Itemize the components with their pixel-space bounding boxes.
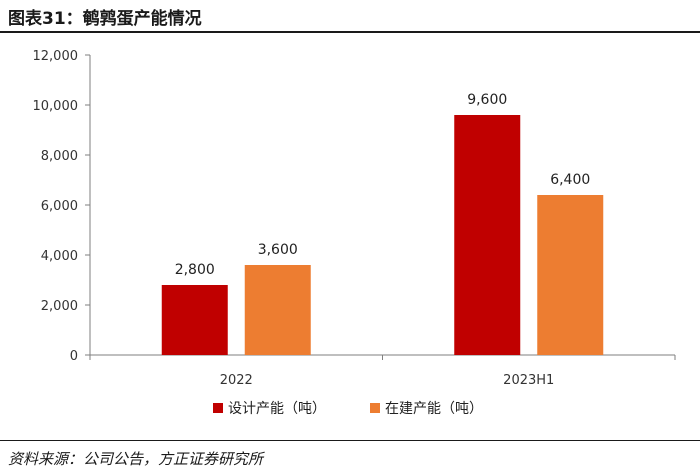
bars <box>161 115 604 355</box>
source-divider <box>0 440 700 441</box>
y-axis: 0 2,000 4,000 6,000 8,000 10,000 12,000 <box>33 49 91 364</box>
title-divider <box>0 31 700 33</box>
x-tick-label: 2023H1 <box>503 373 554 388</box>
data-label: 3,600 <box>258 242 298 258</box>
data-label: 9,600 <box>467 92 507 108</box>
chart-title: 图表31：鹌鹑蛋产能情况 <box>8 9 202 29</box>
data-labels: 2,800 3,600 9,600 6,400 <box>175 92 591 278</box>
source-note: 资料来源：公司公告，方正证券研究所 <box>8 450 264 468</box>
x-axis: 2022 2023H1 <box>89 354 676 388</box>
legend: 设计产能（吨） 在建产能（吨） <box>213 401 483 417</box>
y-tick-label: 6,000 <box>41 199 78 214</box>
bar <box>244 265 311 355</box>
y-tick-label: 2,000 <box>41 299 78 314</box>
y-tick-label: 10,000 <box>33 99 79 114</box>
x-tick-label: 2022 <box>220 373 253 388</box>
data-label: 6,400 <box>550 172 590 188</box>
legend-swatch <box>213 403 223 413</box>
bar <box>454 115 521 355</box>
legend-label: 在建产能（吨） <box>385 401 483 417</box>
y-tick-label: 12,000 <box>33 49 79 64</box>
y-tick-label: 8,000 <box>41 149 78 164</box>
y-tick-label: 0 <box>70 349 78 364</box>
legend-label: 设计产能（吨） <box>228 401 326 417</box>
data-label: 2,800 <box>175 262 215 278</box>
bar <box>161 285 228 355</box>
bar <box>537 195 604 355</box>
legend-swatch <box>370 403 380 413</box>
y-tick-label: 4,000 <box>41 249 78 264</box>
